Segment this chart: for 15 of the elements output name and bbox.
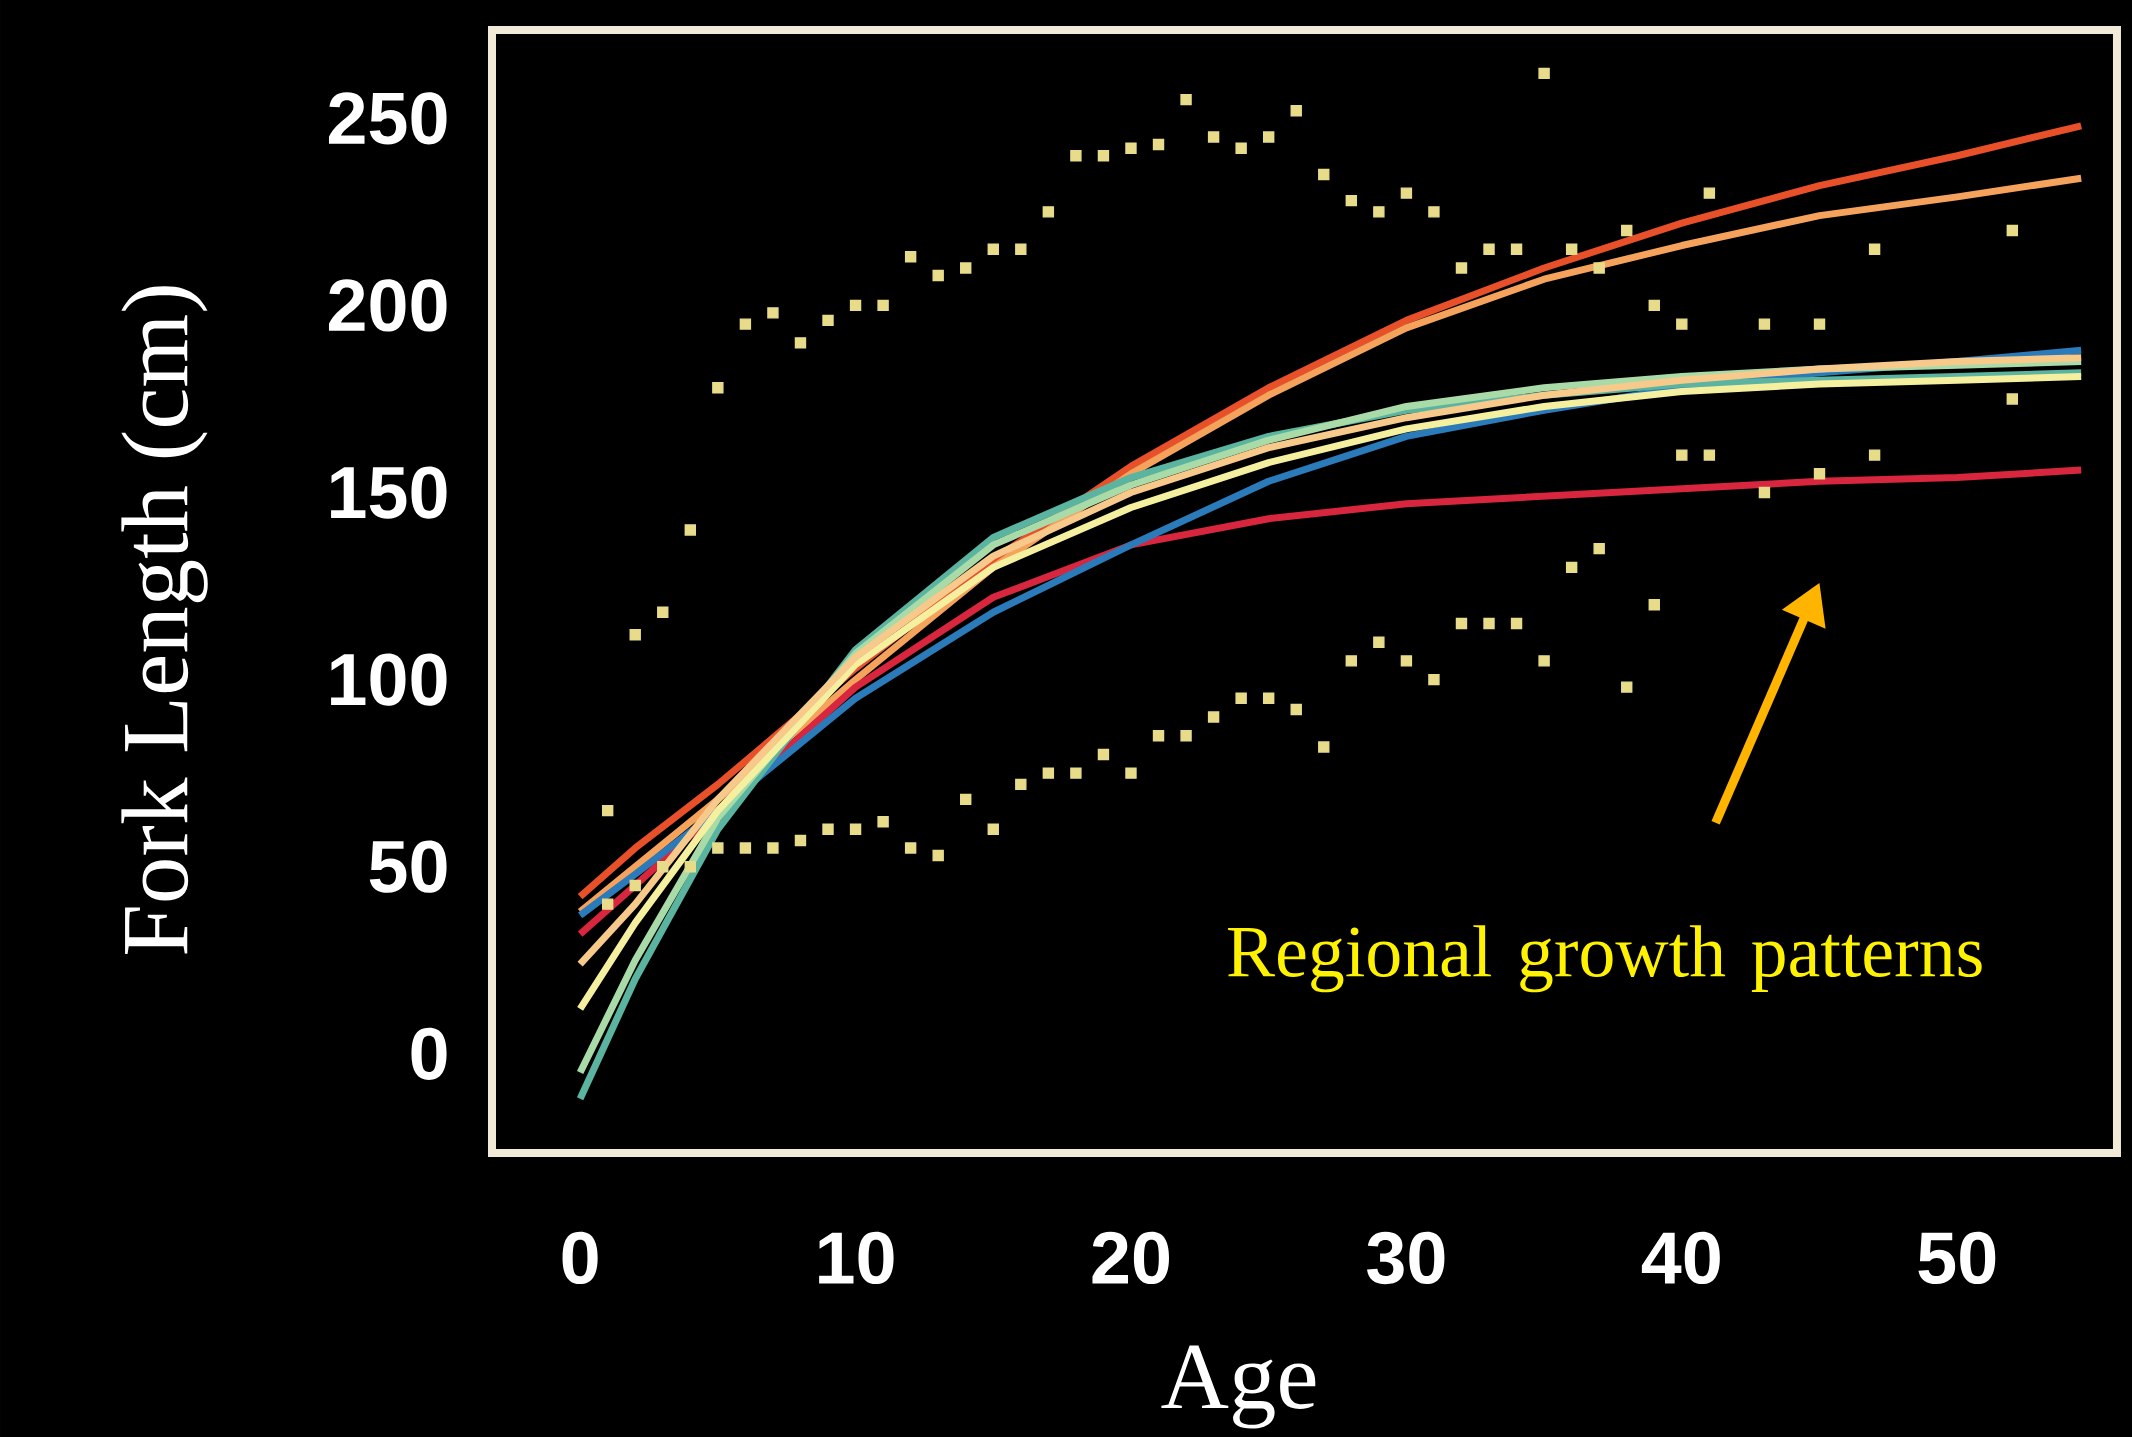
y-tick-label: 0 (411, 1027, 447, 1080)
x-tick-label: 0 (562, 1231, 598, 1285)
x-tick-label: 30 (1367, 1231, 1445, 1285)
y-tick-label: 200 (328, 279, 447, 332)
x-tick-label: 50 (1918, 1231, 1996, 1285)
y-axis-title: Fork Length (cm) (121, 286, 208, 955)
x-axis-title: Age (1161, 1345, 1316, 1429)
y-tick-label: 250 (328, 92, 447, 145)
y-tick-label: 50 (369, 840, 447, 893)
annotation: Regional growth patterns (1228, 925, 1982, 993)
x-tick-label: 40 (1641, 1231, 1720, 1285)
y-tick-label: 100 (331, 653, 447, 706)
x-tick-label: 10 (819, 1231, 894, 1285)
x-tick-label: 20 (1092, 1231, 1169, 1285)
y-tick-label: 150 (331, 466, 447, 519)
